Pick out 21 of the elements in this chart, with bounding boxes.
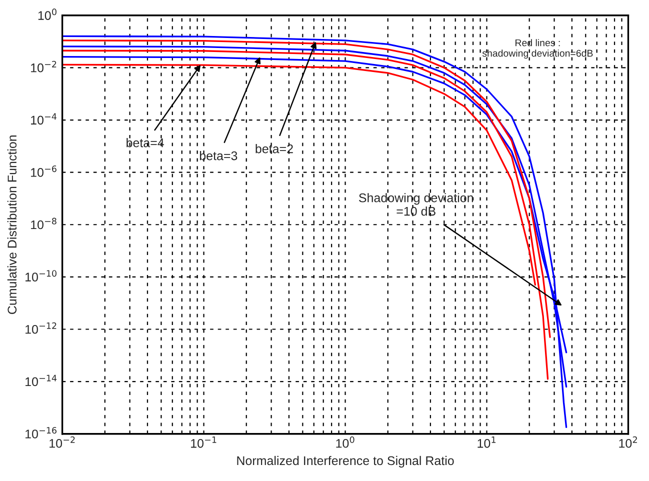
- y-tick-label: 10$^{0}$: [38, 8, 56, 20]
- y-axis-title: Cumulative Distribution Function: [7, 135, 17, 314]
- x-tick-label: 10$^{1}$: [478, 436, 496, 448]
- annotation: beta=3: [200, 151, 238, 160]
- y-tick-label: 10$^{−12}$: [26, 322, 56, 334]
- y-tick-label: 10$^{−16}$: [26, 427, 57, 438]
- annotation: Red lines : shadowing deviation=6dB: [482, 39, 593, 59]
- annotation: beta=2: [256, 144, 293, 154]
- x-tick-label: 10$^{−2}$: [50, 436, 75, 448]
- annotation: Shadowing deviation =10 dB: [359, 193, 473, 216]
- y-tick-label: 10$^{−2}$: [31, 60, 56, 72]
- annotation: beta=4: [126, 138, 164, 148]
- x-tick-label: 10$^{0}$: [336, 436, 354, 448]
- y-tick-label: 10$^{−4}$: [31, 113, 56, 125]
- x-tick-label: 10$^{−1}$: [191, 436, 216, 448]
- y-tick-label: 10$^{−10}$: [26, 270, 56, 282]
- x-tick-label: 10$^{2}$: [619, 436, 637, 448]
- y-tick-label: 10$^{−8}$: [31, 218, 56, 230]
- y-tick-label: 10$^{−14}$: [26, 374, 57, 386]
- x-axis-title: Normalized Interference to Signal Ratio: [237, 456, 454, 468]
- y-tick-label: 10$^{−6}$: [31, 165, 56, 177]
